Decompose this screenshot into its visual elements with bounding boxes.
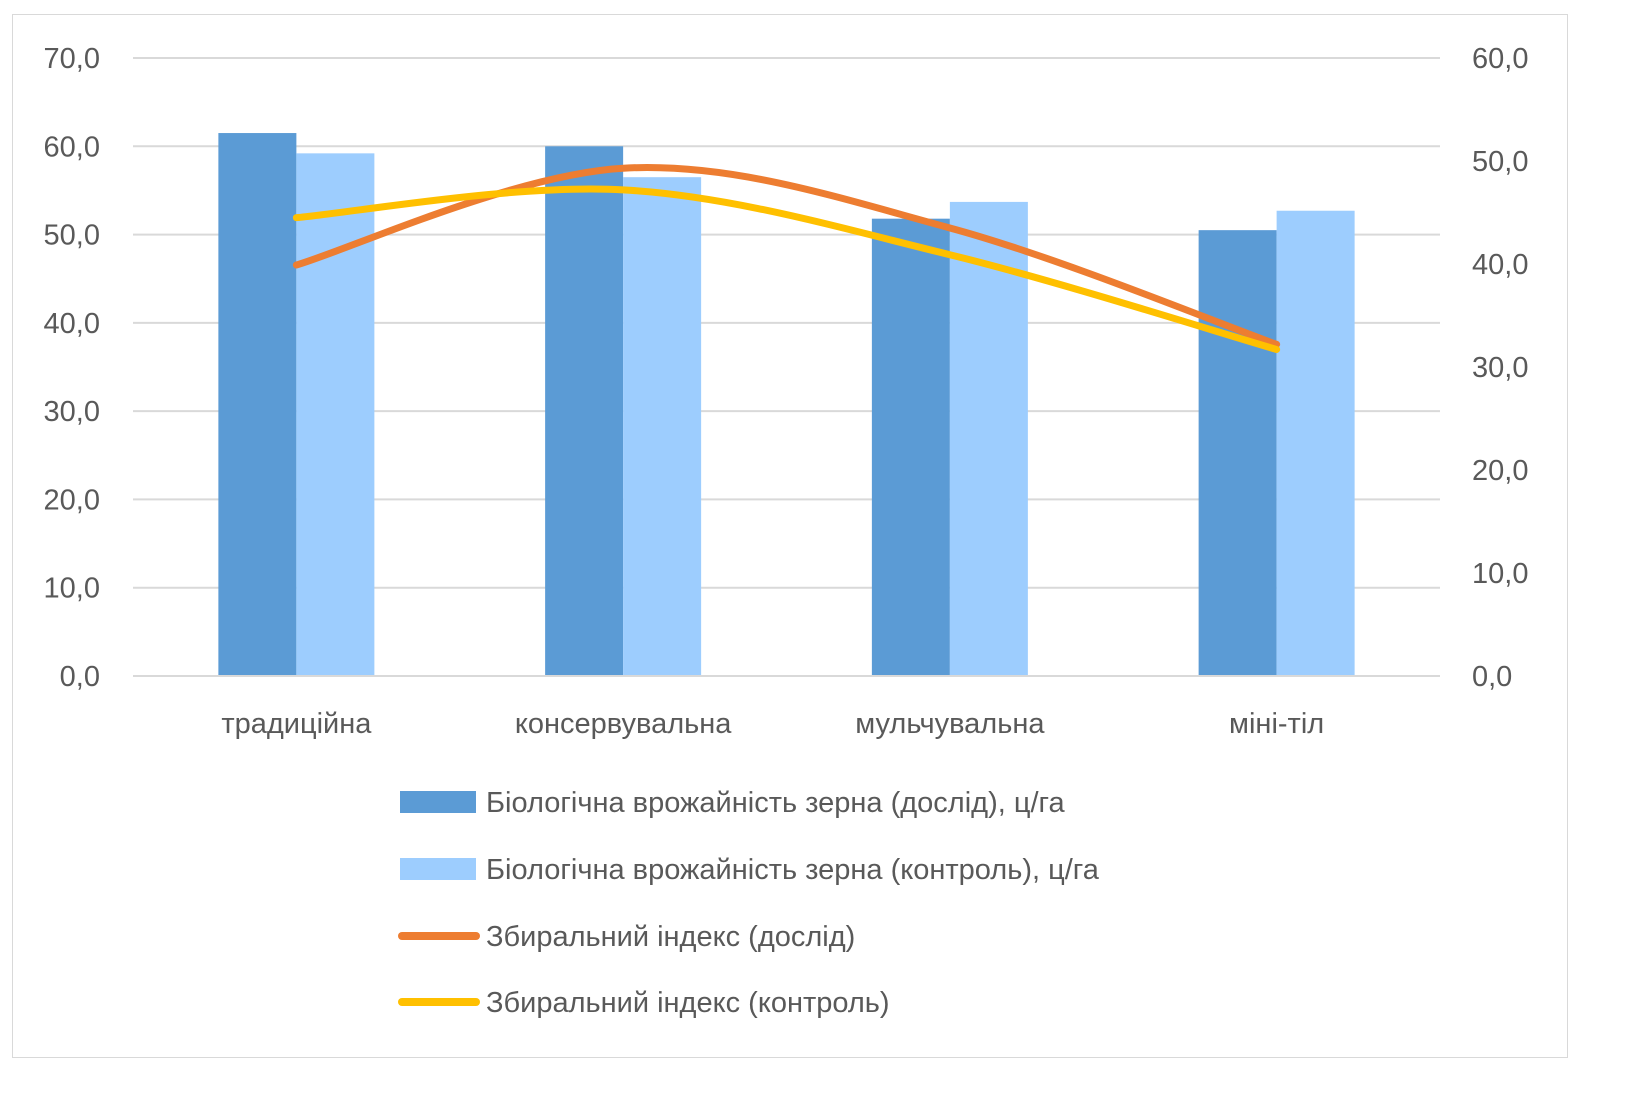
x-category-label: мульчувальна [855, 708, 1045, 740]
y-left-tick-label: 0,0 [60, 661, 100, 693]
bar-experiment [545, 146, 624, 677]
y-left-tick-label: 20,0 [44, 484, 100, 516]
y-left-tick-label: 60,0 [44, 131, 100, 163]
bar-experiment [1198, 230, 1277, 676]
y-left-tick-label: 40,0 [44, 308, 100, 340]
y-left-tick-label: 70,0 [44, 43, 100, 75]
x-category-label: міні-тіл [1229, 708, 1324, 740]
bar-control [623, 177, 702, 676]
x-category-label: традиційна [221, 708, 372, 740]
bar-experiment [218, 133, 297, 677]
legend-swatch [400, 858, 476, 880]
y-right-tick-label: 40,0 [1472, 249, 1528, 281]
legend-swatch [400, 791, 476, 813]
y-right-tick-label: 50,0 [1472, 146, 1528, 178]
line-harvest-index-experiment [292, 164, 1281, 348]
y-left-tick-label: 50,0 [44, 220, 100, 252]
legend-label: Збиральний індекс (контроль) [486, 987, 890, 1019]
legend-label: Біологічна врожайність зерна (дослід), ц… [486, 787, 1065, 819]
y-left-tick-label: 10,0 [44, 573, 100, 605]
line-harvest-index-control [292, 185, 1281, 353]
bar-experiment [871, 218, 950, 676]
y-right-tick-label: 0,0 [1472, 661, 1512, 693]
y-right-tick-label: 20,0 [1472, 455, 1528, 487]
y-right-tick-label: 10,0 [1472, 558, 1528, 590]
legend-label: Збиральний індекс (дослід) [486, 921, 855, 953]
y-right-tick-label: 30,0 [1472, 352, 1528, 384]
y-right-tick-label: 60,0 [1472, 43, 1528, 75]
y-left-tick-label: 30,0 [44, 396, 100, 428]
bar-control [949, 201, 1028, 677]
bar-control [1276, 210, 1355, 676]
legend-label: Біологічна врожайність зерна (контроль),… [486, 854, 1100, 886]
bar-control [296, 153, 375, 676]
x-category-label: консервувальна [515, 708, 732, 740]
